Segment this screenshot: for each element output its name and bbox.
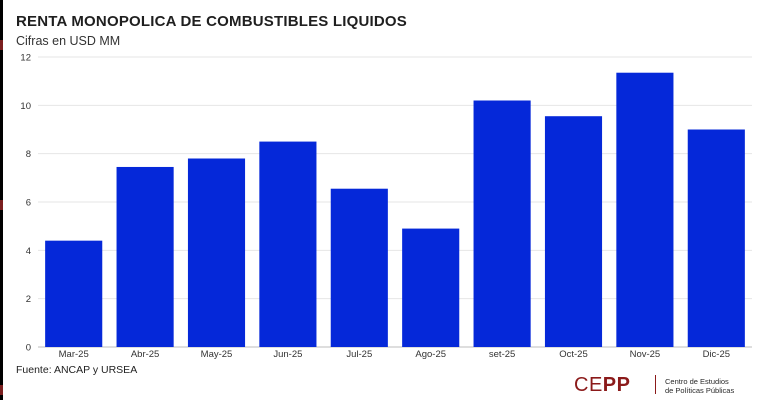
x-tick-label: May-25 (201, 349, 233, 360)
y-tick-label: 12 (20, 53, 31, 64)
x-tick-label: Abr-25 (131, 349, 160, 360)
edge-notch (0, 200, 3, 210)
edge-notch (0, 385, 3, 395)
x-tick-label: Dic-25 (703, 349, 730, 360)
bar (473, 100, 531, 347)
chart-title: RENTA MONOPOLICA DE COMBUSTIBLES LIQUIDO… (16, 13, 407, 30)
brand-name-line2: de Políticas Públicas (665, 386, 735, 395)
bar (402, 228, 460, 347)
left-edge-bar (0, 0, 3, 400)
bar (116, 166, 174, 347)
y-tick-label: 2 (26, 294, 31, 305)
bar (616, 72, 674, 347)
bar (544, 116, 603, 347)
logo-ce: CE (574, 374, 603, 396)
chart-subtitle: Cifras en USD MM (16, 34, 121, 48)
x-tick-label: Nov-25 (630, 349, 661, 360)
x-tick-label: Mar-25 (59, 349, 89, 360)
x-tick-label: Oct-25 (559, 349, 588, 360)
y-tick-label: 8 (26, 149, 31, 160)
source-note: Fuente: ANCAP y URSEA (16, 364, 138, 376)
y-tick-label: 4 (26, 246, 31, 257)
brand-separator (655, 375, 656, 394)
cepp-logo: CEPP (574, 373, 630, 397)
y-tick-label: 6 (26, 198, 31, 209)
bar (45, 240, 103, 347)
bar (330, 188, 388, 347)
x-tick-label: Ago-25 (415, 349, 446, 360)
x-tick-label: Jul-25 (346, 349, 372, 360)
bar (187, 158, 246, 347)
logo-pp: PP (602, 374, 631, 396)
x-tick-label: Jun-25 (273, 349, 302, 360)
y-tick-label: 10 (20, 101, 31, 112)
brand-name-line1: Centro de Estudios (665, 377, 729, 386)
x-tick-label: set-25 (489, 349, 515, 360)
edge-notch (0, 40, 3, 50)
y-tick-label: 0 (26, 343, 31, 354)
bar (259, 141, 317, 347)
bar (687, 129, 745, 347)
